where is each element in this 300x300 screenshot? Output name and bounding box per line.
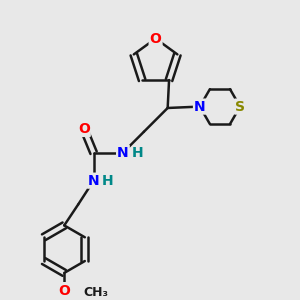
- Text: O: O: [150, 32, 161, 46]
- Text: N: N: [117, 146, 129, 160]
- Text: CH₃: CH₃: [84, 286, 109, 299]
- Text: S: S: [235, 100, 245, 114]
- Text: N: N: [194, 100, 206, 114]
- Text: N: N: [88, 174, 99, 188]
- Text: O: O: [78, 122, 90, 136]
- Text: H: H: [102, 174, 114, 188]
- Text: O: O: [58, 284, 70, 298]
- Text: H: H: [131, 146, 143, 160]
